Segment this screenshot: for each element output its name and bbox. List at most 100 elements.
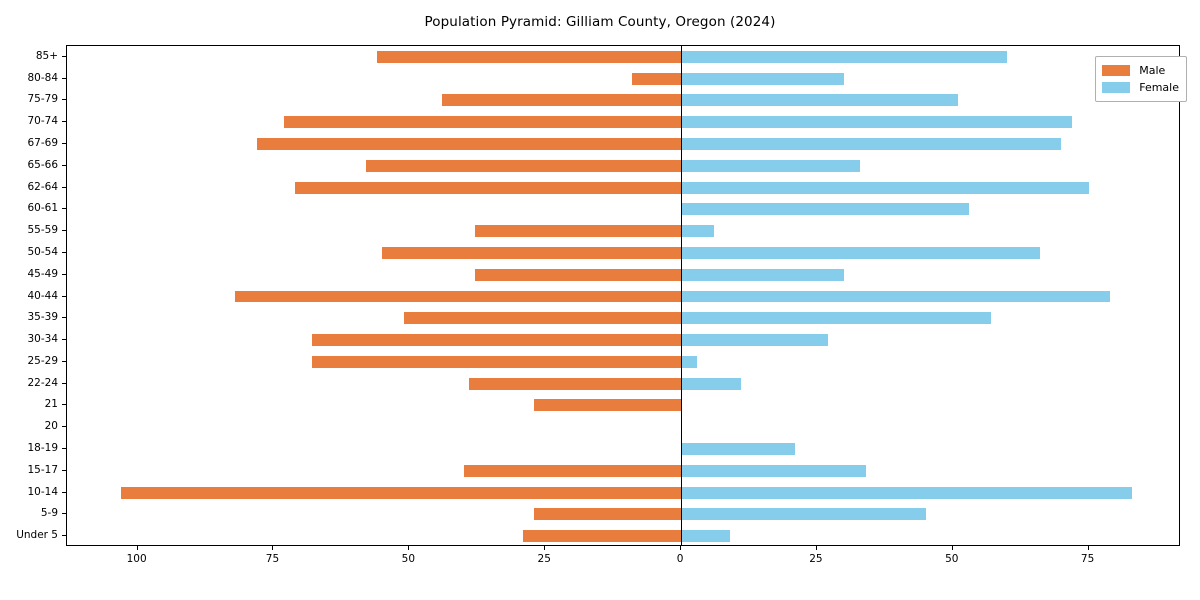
y-tick-mark <box>62 164 66 166</box>
pyramid-row <box>67 290 1179 303</box>
y-tick-label: 60-61 <box>27 202 58 215</box>
y-tick-mark <box>62 513 66 515</box>
pyramid-row <box>67 138 1179 150</box>
bar-female <box>681 116 1073 129</box>
y-tick-mark <box>62 317 66 319</box>
pyramid-row <box>67 530 1179 543</box>
y-tick-label: 15-17 <box>27 463 58 476</box>
legend-item-male[interactable]: Male <box>1102 62 1179 79</box>
bar-male <box>474 268 682 281</box>
zero-axis-line <box>681 46 683 545</box>
y-tick-mark <box>62 77 66 79</box>
y-tick-label: 21 <box>44 398 58 411</box>
y-tick-mark <box>62 121 66 123</box>
y-tick-mark <box>62 382 66 384</box>
legend-swatch-male <box>1102 65 1131 76</box>
bar-female <box>681 355 698 368</box>
pyramid-row <box>67 399 1179 412</box>
legend-label: Female <box>1139 81 1179 94</box>
x-tick-mark <box>544 546 546 550</box>
pyramid-row <box>67 268 1179 281</box>
bar-male <box>523 530 682 543</box>
y-tick-mark <box>62 208 66 210</box>
bar-male <box>463 464 682 477</box>
x-tick-mark <box>136 546 138 550</box>
chart-legend: Male Female <box>1095 56 1187 102</box>
y-tick-label: 18-19 <box>27 441 58 454</box>
y-tick-mark <box>62 295 66 297</box>
y-tick-label: 35-39 <box>27 311 58 324</box>
bar-male <box>534 508 682 521</box>
bar-male <box>284 116 682 129</box>
y-tick-mark <box>62 273 66 275</box>
bar-male <box>311 355 682 368</box>
pyramid-row <box>67 442 1179 455</box>
pyramid-row <box>67 181 1179 194</box>
y-tick-mark <box>62 186 66 188</box>
bar-female <box>681 377 741 390</box>
bar-male <box>311 334 682 347</box>
bar-male <box>376 50 682 63</box>
y-tick-label: 65-66 <box>27 158 58 171</box>
bar-female <box>681 530 730 543</box>
y-tick-mark <box>62 491 66 493</box>
bar-male <box>382 246 682 259</box>
y-tick-label: 70-74 <box>27 115 58 128</box>
bar-female <box>681 334 828 347</box>
bar-male <box>295 181 682 194</box>
y-tick-mark <box>62 426 66 428</box>
pyramid-row <box>67 486 1179 499</box>
x-axis-ticks: 100 75 50 25 0 25 50 75 <box>66 546 1180 576</box>
bar-male <box>121 486 682 499</box>
y-tick-mark <box>62 251 66 253</box>
y-tick-label: 40-44 <box>27 289 58 302</box>
y-tick-mark <box>62 230 66 232</box>
pyramid-row <box>67 72 1179 85</box>
bar-female <box>681 508 926 521</box>
pyramid-row <box>67 508 1179 521</box>
bar-male <box>441 94 682 107</box>
x-tick-label: 100 <box>126 553 147 565</box>
y-tick-mark <box>62 447 66 449</box>
y-tick-label: 62-64 <box>27 180 58 193</box>
bar-female <box>681 72 845 85</box>
y-tick-mark <box>62 99 66 101</box>
x-tick-mark <box>815 546 817 550</box>
bar-male <box>469 377 682 390</box>
y-tick-label: 67-69 <box>27 137 58 150</box>
bar-female <box>681 246 1040 259</box>
bar-female <box>681 486 1133 499</box>
bar-male <box>365 159 682 172</box>
x-tick-mark <box>408 546 410 550</box>
bar-male <box>257 138 682 150</box>
pyramid-row <box>67 225 1179 238</box>
y-tick-label: 20 <box>44 420 58 433</box>
bar-female <box>681 138 1062 150</box>
bar-female <box>681 290 1111 303</box>
y-tick-mark <box>62 55 66 57</box>
legend-item-female[interactable]: Female <box>1102 79 1179 96</box>
x-tick-label: 25 <box>809 553 823 565</box>
chart-title: Population Pyramid: Gilliam County, Oreg… <box>424 14 776 30</box>
x-tick-mark <box>951 546 953 550</box>
y-tick-mark <box>62 339 66 341</box>
y-tick-label: 25-29 <box>27 354 58 367</box>
pyramid-row <box>67 94 1179 107</box>
bar-female <box>681 181 1089 194</box>
bar-female <box>681 159 861 172</box>
bar-male <box>534 399 682 412</box>
y-tick-label: 80-84 <box>27 71 58 84</box>
y-tick-label: 85+ <box>35 49 58 62</box>
pyramid-row <box>67 312 1179 325</box>
bar-female <box>681 442 796 455</box>
bar-male <box>632 72 682 85</box>
bar-female <box>681 225 714 238</box>
bar-male <box>235 290 682 303</box>
x-tick-label: 50 <box>945 553 959 565</box>
legend-swatch-female <box>1102 82 1131 93</box>
y-tick-mark <box>62 404 66 406</box>
y-axis-labels: 85+ 80-84 75-79 70-74 67-69 65-66 62-64 60-61 55… <box>0 45 58 546</box>
pyramid-row <box>67 355 1179 368</box>
y-tick-mark <box>62 535 66 537</box>
bar-female <box>681 94 959 107</box>
